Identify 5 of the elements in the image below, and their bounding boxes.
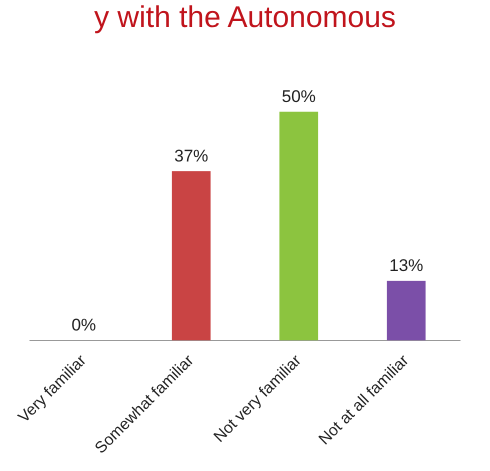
data-label: 0%: [71, 316, 96, 335]
data-label: 13%: [389, 256, 424, 276]
chart-title: y with the Autonomous: [93, 0, 397, 36]
data-label: 50%: [282, 86, 316, 106]
data-label: 37%: [174, 146, 208, 166]
